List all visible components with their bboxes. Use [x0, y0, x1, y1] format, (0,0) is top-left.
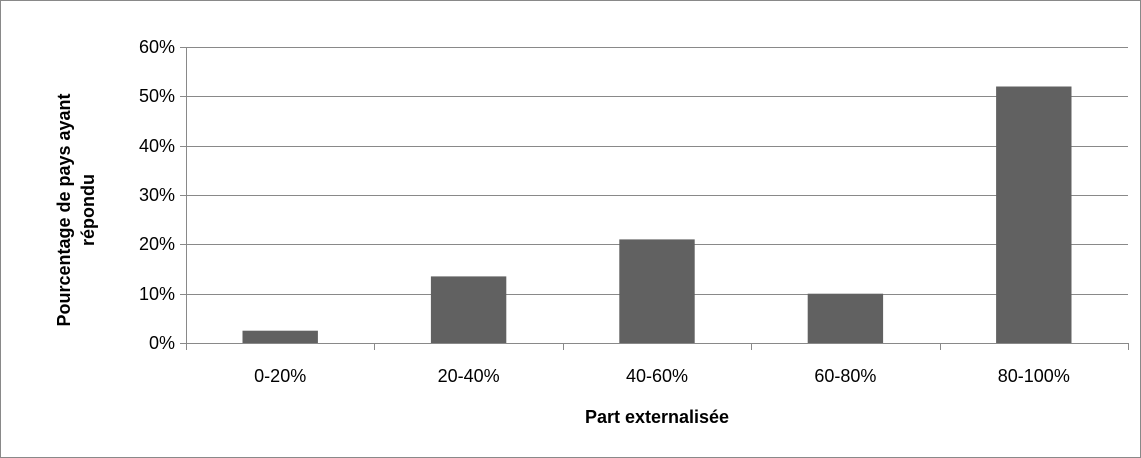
bar	[430, 276, 507, 343]
x-axis-title: Part externalisée	[585, 407, 729, 427]
x-tick-label: 80-100%	[998, 366, 1070, 386]
bar	[807, 293, 884, 343]
y-tick-label: 50%	[139, 86, 175, 106]
x-tick-label: 40-60%	[626, 366, 688, 386]
bar	[242, 330, 318, 343]
x-tick-label: 60-80%	[814, 366, 876, 386]
y-tick-label: 30%	[139, 185, 175, 205]
y-tick-label: 60%	[139, 37, 175, 57]
bar	[619, 239, 695, 343]
y-tick-label: 10%	[139, 284, 175, 304]
gridlines	[180, 47, 1128, 295]
bar	[996, 86, 1072, 343]
y-tick-label: 0%	[149, 333, 175, 353]
y-axis-title-line: répondu	[78, 174, 98, 246]
y-tick-label: 20%	[139, 234, 175, 254]
y-axis-title: Pourcentage de pays ayant répondu	[54, 93, 98, 326]
y-axis-title-line: Pourcentage de pays ayant	[54, 93, 74, 326]
tick-labels: 0% 10% 20% 30% 40% 50% 60% 0-20% 20-40% 40-60% 60-…	[139, 37, 1070, 386]
x-tick-label: 0-20%	[254, 366, 306, 386]
x-tick-label: 20-40%	[438, 366, 500, 386]
bars	[242, 86, 1072, 343]
axes	[180, 47, 1129, 350]
y-tick-label: 40%	[139, 136, 175, 156]
